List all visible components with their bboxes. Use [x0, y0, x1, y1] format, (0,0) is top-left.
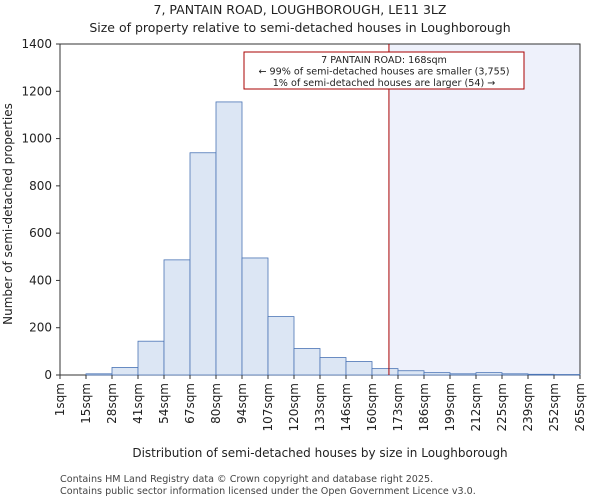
x-tick-label: 252sqm: [547, 383, 561, 431]
y-tick-label: 1200: [21, 84, 52, 98]
x-tick-label: 265sqm: [573, 383, 587, 431]
x-tick-label: 160sqm: [365, 383, 379, 431]
y-tick-label: 400: [29, 273, 52, 287]
chart-title: 7, PANTAIN ROAD, LOUGHBOROUGH, LE11 3LZ: [154, 2, 447, 17]
bar-133sqm: [319, 357, 347, 376]
x-tick-label: 54sqm: [157, 383, 171, 424]
chart-subtitle: Size of property relative to semi-detach…: [89, 20, 510, 35]
bar-94sqm: [241, 257, 269, 376]
x-tick-label: 133sqm: [313, 383, 327, 431]
x-tick-label: 186sqm: [417, 383, 431, 431]
y-tick-label: 600: [29, 226, 52, 240]
bar-120sqm: [293, 348, 321, 376]
bar-80sqm: [215, 101, 243, 376]
footer-line-1: Contains HM Land Registry data © Crown c…: [60, 474, 433, 485]
footer-line-2: Contains public sector information licen…: [60, 486, 476, 497]
y-tick-label: 1400: [21, 37, 52, 51]
x-tick-label: 94sqm: [235, 383, 249, 424]
bar-107sqm: [267, 316, 295, 376]
y-tick-label: 1000: [21, 132, 52, 146]
x-tick-label: 28sqm: [105, 383, 119, 424]
bar-212sqm: [475, 372, 503, 376]
bar-173sqm: [397, 370, 425, 376]
plot-area: 0 200 400 600 800 1000 1200 1400 1sqm 15sqm 28sqm 4…: [21, 37, 587, 431]
x-tick-label: 239sqm: [521, 383, 535, 431]
x-tick-label: 15sqm: [79, 383, 93, 424]
y-tick-label: 0: [44, 368, 52, 382]
bar-41sqm: [137, 340, 165, 376]
bar-67sqm: [189, 152, 217, 376]
x-tick-label: 146sqm: [339, 383, 353, 431]
bar-186sqm: [423, 372, 451, 376]
x-tick-label: 80sqm: [209, 383, 223, 424]
x-tick-label: 107sqm: [261, 383, 275, 431]
y-axis-label: Number of semi-detached properties: [1, 103, 15, 325]
x-axis-label: Distribution of semi-detached houses by …: [132, 446, 507, 460]
bar-225sqm: [501, 373, 529, 376]
x-tick-label: 1sqm: [53, 383, 67, 416]
annotation-line-3: 1% of semi-detached houses are larger (5…: [273, 78, 496, 89]
bar-28sqm: [111, 367, 139, 376]
x-tick-label: 199sqm: [443, 383, 457, 431]
x-tick-label: 67sqm: [183, 383, 197, 424]
bar-199sqm: [449, 373, 477, 376]
bar-15sqm: [85, 373, 113, 376]
highlight-shade: [388, 44, 580, 375]
x-tick-label: 120sqm: [287, 383, 301, 431]
x-tick-label: 173sqm: [391, 383, 405, 431]
bar-239sqm: [527, 373, 555, 376]
bar-146sqm: [345, 361, 373, 376]
bar-160sqm: [371, 368, 399, 376]
x-tick-label: 225sqm: [495, 383, 509, 431]
y-tick-label: 800: [29, 179, 52, 193]
annotation-line-2: ← 99% of semi-detached houses are smalle…: [258, 67, 509, 78]
annotation-box: [243, 51, 525, 90]
x-tick-label: 212sqm: [469, 383, 483, 431]
y-tick-label: 200: [29, 321, 52, 335]
annotation-line-1: 7 PANTAIN ROAD: 168sqm: [321, 55, 447, 66]
bar-54sqm: [163, 259, 191, 376]
x-tick-label: 41sqm: [131, 383, 145, 424]
